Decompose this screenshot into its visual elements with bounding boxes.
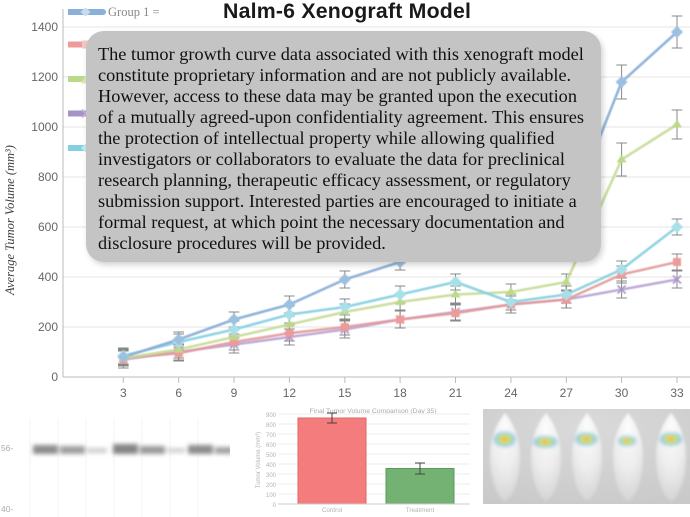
svg-text:27: 27: [560, 386, 574, 400]
svg-text:40-: 40-: [1, 504, 13, 514]
svg-text:500: 500: [266, 453, 277, 459]
svg-text:100: 100: [266, 493, 277, 499]
svg-text:30: 30: [615, 386, 629, 400]
svg-text:1000: 1000: [31, 120, 58, 134]
svg-text:3: 3: [120, 386, 127, 400]
svg-text:700: 700: [266, 433, 277, 439]
svg-text:800: 800: [266, 423, 277, 429]
svg-text:15: 15: [338, 386, 352, 400]
svg-text:33: 33: [670, 386, 684, 400]
svg-text:Average Tumor Volume (mm³): Average Tumor Volume (mm³): [3, 145, 17, 296]
svg-text:21: 21: [449, 386, 463, 400]
svg-text:9: 9: [231, 386, 238, 400]
svg-text:1200: 1200: [31, 70, 58, 84]
svg-text:Control: Control: [322, 507, 342, 514]
svg-text:600: 600: [266, 443, 277, 449]
svg-text:400: 400: [266, 463, 277, 469]
svg-text:1400: 1400: [31, 20, 58, 34]
svg-text:800: 800: [38, 170, 58, 184]
svg-text:0: 0: [273, 503, 277, 509]
svg-text:24: 24: [504, 386, 518, 400]
svg-text:600: 600: [38, 220, 58, 234]
svg-text:300: 300: [266, 473, 277, 479]
svg-text:56-: 56-: [1, 443, 13, 453]
svg-text:900: 900: [266, 413, 277, 419]
svg-text:400: 400: [38, 270, 58, 284]
svg-text:200: 200: [266, 483, 277, 489]
svg-text:Tumor Volume (mm³): Tumor Volume (mm³): [256, 432, 262, 488]
svg-text:200: 200: [38, 320, 58, 334]
svg-text:12: 12: [283, 386, 297, 400]
svg-text:Treatment: Treatment: [406, 507, 435, 514]
svg-text:6: 6: [175, 386, 182, 400]
svg-text:0: 0: [51, 370, 58, 384]
svg-text:Group 1 =: Group 1 =: [108, 6, 160, 19]
svg-text:18: 18: [393, 386, 407, 400]
